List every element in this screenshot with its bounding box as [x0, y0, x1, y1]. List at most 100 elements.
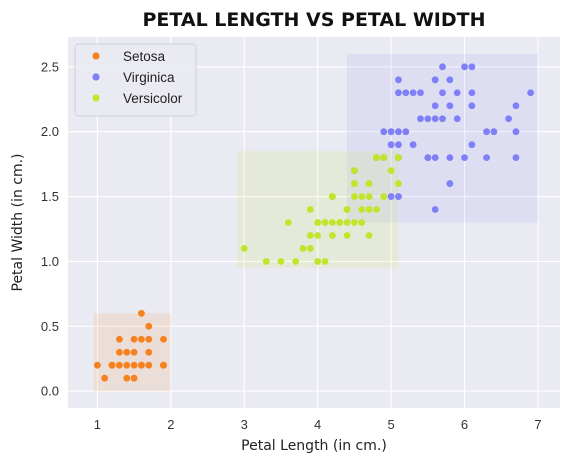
data-point-versicolor [292, 258, 300, 265]
data-point-versicolor [358, 206, 366, 213]
data-point-versicolor [387, 167, 395, 175]
x-tick-label: 2 [167, 417, 174, 432]
data-point-virginica [490, 128, 498, 136]
data-point-virginica [453, 89, 461, 97]
data-point-setosa [138, 361, 145, 369]
legend: Setosa Virginica Versicolor [74, 43, 197, 117]
data-point-virginica [512, 102, 520, 110]
data-point-setosa [130, 361, 138, 369]
data-point-setosa [93, 361, 101, 369]
data-point-virginica [431, 76, 439, 84]
y-tick-label: 1.0 [41, 254, 59, 269]
data-point-virginica [468, 89, 476, 97]
data-point-setosa [160, 335, 167, 343]
legend-label-virginica: Virginica [123, 70, 175, 85]
data-point-virginica [439, 63, 446, 71]
x-tick-label: 1 [94, 417, 101, 432]
y-tick-label: 2.5 [41, 59, 59, 74]
legend-label-setosa: Setosa [123, 49, 166, 64]
data-point-virginica [395, 193, 402, 200]
x-axis-label: Petal Length (in cm.) [241, 438, 387, 454]
data-point-virginica [446, 154, 454, 162]
legend-label-versicolor: Versicolor [123, 91, 183, 106]
data-point-setosa [123, 348, 131, 356]
legend-marker-versicolor [92, 94, 100, 102]
data-point-versicolor [262, 258, 270, 265]
data-point-virginica [380, 128, 388, 136]
data-point-versicolor [306, 232, 314, 239]
x-tick-label: 3 [241, 417, 248, 432]
data-point-virginica [446, 180, 454, 187]
data-point-virginica [461, 154, 468, 162]
axis-ticks: 1 2 3 4 5 6 7 0.0 0.5 1.0 1.5 2.0 2.5 [41, 59, 542, 432]
data-point-versicolor [240, 245, 248, 252]
data-point-virginica [446, 102, 454, 110]
data-point-virginica [395, 141, 402, 149]
data-point-virginica [461, 63, 468, 71]
data-point-virginica [468, 63, 476, 71]
legend-marker-virginica [92, 73, 100, 81]
data-point-setosa [101, 374, 109, 382]
data-point-versicolor [358, 193, 366, 200]
data-point-virginica [402, 128, 410, 136]
x-tick-label: 4 [314, 417, 321, 432]
data-point-virginica [387, 141, 395, 149]
data-point-versicolor [380, 193, 388, 200]
data-point-virginica [431, 154, 439, 162]
data-point-virginica [527, 89, 535, 97]
data-point-virginica [505, 115, 512, 123]
data-point-versicolor [321, 258, 329, 265]
data-point-versicolor [358, 219, 366, 226]
data-points [93, 63, 535, 382]
data-point-versicolor [380, 154, 388, 162]
data-point-virginica [431, 115, 439, 123]
data-point-versicolor [336, 219, 344, 226]
data-point-virginica [439, 89, 446, 97]
data-point-versicolor [277, 258, 285, 265]
data-point-versicolor [306, 245, 314, 252]
data-point-virginica [395, 89, 402, 97]
data-point-versicolor [350, 167, 358, 175]
y-tick-label: 0.0 [41, 384, 59, 399]
data-point-versicolor [306, 206, 314, 213]
data-point-setosa [145, 335, 153, 343]
data-point-setosa [138, 309, 145, 317]
data-point-versicolor [365, 206, 373, 213]
data-point-versicolor [365, 193, 373, 200]
data-point-setosa [116, 335, 123, 343]
y-tick-label: 1.5 [41, 189, 59, 204]
data-point-versicolor [350, 193, 358, 200]
data-point-setosa [116, 348, 123, 356]
legend-box [74, 43, 197, 117]
data-point-virginica [431, 206, 439, 213]
data-point-virginica [417, 115, 424, 123]
data-point-versicolor [328, 219, 336, 226]
data-point-versicolor [314, 232, 322, 239]
data-point-virginica [387, 128, 395, 136]
data-point-virginica [446, 76, 454, 84]
data-point-virginica [512, 154, 520, 162]
chart-title: PETAL LENGTH VS PETAL WIDTH [142, 9, 485, 31]
data-point-versicolor [350, 180, 358, 187]
x-tick-label: 6 [461, 417, 468, 432]
data-point-virginica [468, 102, 476, 110]
y-tick-label: 0.5 [41, 319, 59, 334]
data-point-virginica [512, 128, 520, 136]
data-point-virginica [395, 128, 402, 136]
data-point-setosa [108, 361, 116, 369]
data-point-setosa [130, 348, 138, 356]
data-point-virginica [439, 115, 446, 123]
data-point-virginica [453, 115, 461, 123]
data-point-setosa [130, 335, 138, 343]
data-point-setosa [130, 374, 138, 382]
data-point-versicolor [321, 219, 329, 226]
data-point-versicolor [373, 206, 380, 213]
data-point-versicolor [350, 219, 358, 226]
data-point-versicolor [343, 232, 351, 239]
data-point-virginica [387, 193, 395, 200]
y-tick-label: 2.0 [41, 124, 59, 139]
data-point-virginica [417, 89, 424, 97]
data-point-versicolor [314, 258, 322, 265]
